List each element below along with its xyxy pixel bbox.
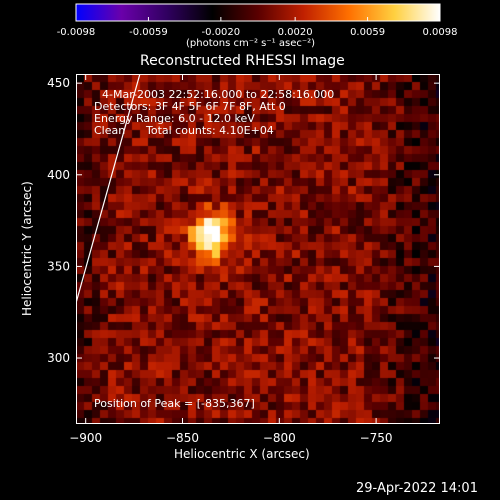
annotation-method: Clean [94,124,126,137]
colorbar-tick-label: -0.0059 [129,27,168,38]
annotation-time: 4-Mar-2003 22:52:16.000 to 22:58:16.000 [102,88,335,101]
x-axis-label: Heliocentric X (arcsec) [174,447,310,461]
colorbar-tick-label: 0.0098 [423,27,458,38]
annotation-energy: Energy Range: 6.0 - 12.0 keV [94,112,255,125]
annotation-detectors: Detectors: 3F 4F 5F 6F 7F 8F, Att 0 [94,100,286,113]
plot-overlay [76,74,141,304]
y-tick-label: 350 [47,259,70,273]
y-tick-label: 400 [47,168,70,182]
colorbar-tick-label: 0.0059 [350,27,385,38]
x-tick-label: −800 [263,431,296,445]
colorbar-tick-label: 0.0020 [278,27,313,38]
annotation-counts: Total counts: 4.10E+04 [146,124,274,137]
x-tick-label: −900 [69,431,102,445]
y-axis-label: Heliocentric Y (arcsec) [20,181,34,316]
plot-area [76,74,440,424]
solar-limb-line [76,74,141,304]
heatmap-image [76,74,440,424]
colorbar-units: (photons cm⁻² s⁻¹ asec⁻²) [186,38,316,49]
colorbar-gradient [76,4,440,21]
colorbar-frame [75,3,441,22]
annotation-peak: Position of Peak = [-835,367] [94,397,255,410]
y-tick-label: 300 [47,351,70,365]
chart-title: Reconstructed RHESSI Image [140,53,345,69]
colorbar: -0.0098 -0.0059 -0.0020 0.0020 0.0059 0.0098 [57,3,458,38]
x-tick-label: −750 [360,431,393,445]
x-tick-label: −850 [166,431,199,445]
y-tick-label: 450 [47,76,70,90]
colorbar-tick-label: -0.0098 [57,27,96,38]
colorbar-tick-label: -0.0020 [202,27,241,38]
timestamp: 29-Apr-2022 14:01 [356,481,478,496]
